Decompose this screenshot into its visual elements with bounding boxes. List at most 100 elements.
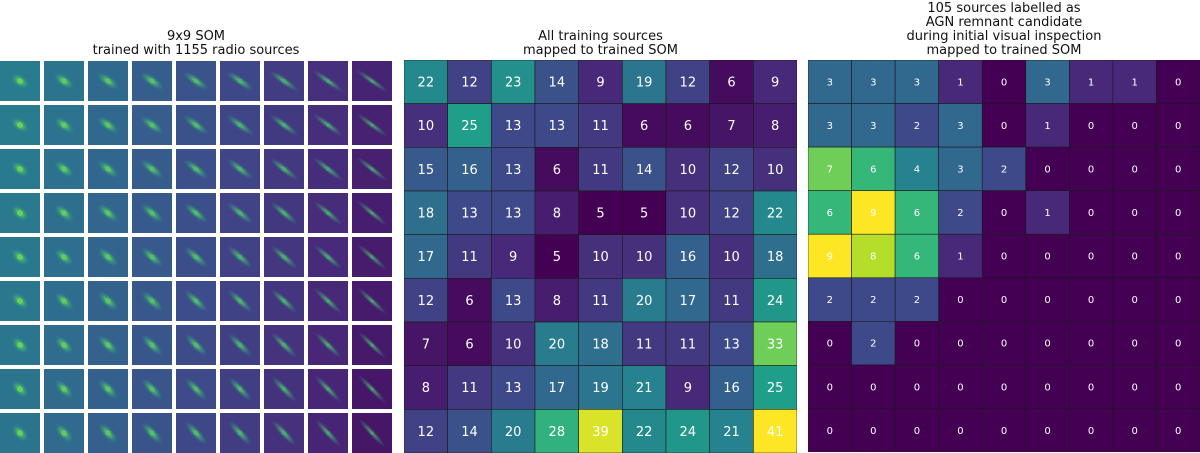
som-prototype-image — [220, 237, 260, 277]
heatmap-cell-label: 0 — [1044, 339, 1050, 350]
som-prototype-image — [176, 193, 216, 233]
heatmap-cell — [709, 278, 754, 323]
heatmap-cell — [851, 364, 896, 409]
heatmap-cell — [1025, 146, 1070, 191]
som-prototype-image — [132, 413, 172, 453]
som-prototype-image — [352, 149, 392, 189]
som-prototype-image — [220, 105, 260, 145]
heatmap-cell — [1112, 60, 1157, 104]
heatmap-cell-label: 17 — [549, 381, 566, 396]
heatmap-cell-label: 12 — [461, 76, 478, 91]
heatmap-cell-label: 7 — [422, 338, 430, 353]
heatmap-cell-label: 13 — [505, 294, 522, 309]
som-prototype-image — [176, 325, 216, 365]
heatmap-cell — [578, 321, 623, 366]
som-prototype-image — [132, 237, 172, 277]
heatmap-cell-label: 0 — [1175, 426, 1181, 437]
heatmap-cell-label: 6 — [465, 338, 473, 353]
heatmap-cell-label: 0 — [957, 426, 963, 437]
heatmap-cell — [622, 278, 667, 323]
som-prototype-image — [132, 61, 172, 101]
heatmap-cell-label: 0 — [1088, 252, 1094, 263]
heatmap-cell — [447, 365, 492, 410]
agn-candidates-heatmap: 3 3 3 1 0 3 1 1 0 3 3 2 3 0 1 0 0 0 7 6 4 3 2 0 0 0 0 6 9 6 2 0 1 0 0 0 9 8 6 1… — [808, 60, 1200, 452]
heatmap-cell-label: 9 — [596, 76, 604, 91]
som-prototype-image — [88, 61, 128, 101]
heatmap-cell-label: 0 — [1001, 208, 1007, 219]
heatmap-cell-label: 0 — [1088, 121, 1094, 132]
heatmap-cell — [447, 190, 492, 235]
heatmap-cell-label: 0 — [827, 339, 833, 350]
som-prototype-image — [220, 149, 260, 189]
heatmap-cell — [1112, 277, 1157, 322]
heatmap-cell-label: 28 — [549, 425, 566, 440]
heatmap-cell — [491, 103, 536, 148]
som-prototype-image — [0, 61, 40, 101]
heatmap-cell — [1069, 103, 1114, 148]
som-prototype-image — [44, 325, 84, 365]
heatmap-cell — [709, 147, 754, 192]
heatmap-cell-label: 11 — [592, 119, 609, 134]
heatmap-cell-label: 5 — [553, 250, 561, 265]
heatmap-cell-label: 5 — [596, 207, 604, 222]
heatmap-cell — [491, 365, 536, 410]
heatmap-cell — [665, 190, 710, 235]
heatmap-cell-label: 1 — [1044, 208, 1050, 219]
heatmap-cell-label: 2 — [1001, 164, 1007, 175]
som-prototype-image — [88, 237, 128, 277]
som-prototype-image — [308, 237, 348, 277]
heatmap-cell-label: 13 — [505, 207, 522, 222]
heatmap-cell-label: 14 — [461, 425, 478, 440]
heatmap-cell-label: 11 — [461, 381, 478, 396]
heatmap-cell — [1025, 321, 1070, 366]
heatmap-cell-label: 12 — [418, 425, 435, 440]
heatmap-cell — [491, 409, 536, 453]
heatmap-cell — [1112, 408, 1157, 452]
heatmap-cell-label: 16 — [461, 163, 478, 178]
heatmap-cell — [753, 278, 797, 323]
heatmap-cell-label: 18 — [418, 207, 435, 222]
som-prototype-image — [352, 237, 392, 277]
heatmap-cell-label: 10 — [636, 250, 653, 265]
heatmap-cell-label: 1 — [1131, 77, 1137, 88]
heatmap-cell — [894, 321, 939, 366]
heatmap-cell-label: 14 — [636, 163, 653, 178]
heatmap-cell-label: 0 — [1088, 426, 1094, 437]
heatmap-cell — [709, 409, 754, 453]
heatmap-cell — [709, 60, 754, 104]
heatmap-cell-label: 13 — [723, 338, 740, 353]
heatmap-cell-label: 8 — [870, 252, 876, 263]
heatmap-cell-label: 0 — [827, 426, 833, 437]
som-prototype-image — [220, 193, 260, 233]
som-prototype-image — [44, 193, 84, 233]
heatmap-cell-label: 11 — [680, 338, 697, 353]
som-prototype-image — [220, 369, 260, 409]
heatmap-cell — [1025, 103, 1070, 148]
som-prototype-image — [132, 325, 172, 365]
heatmap-cell-label: 0 — [1001, 426, 1007, 437]
heatmap-cell-label: 9 — [870, 208, 876, 219]
heatmap-cell-label: 5 — [640, 207, 648, 222]
heatmap-cell-label: 0 — [1044, 252, 1050, 263]
heatmap-cell-label: 9 — [684, 381, 692, 396]
som-prototype-image — [352, 193, 392, 233]
som-prototype-image — [88, 149, 128, 189]
som-prototype-image — [0, 281, 40, 321]
heatmap-cell-label: 0 — [1131, 164, 1137, 175]
heatmap-cell-label: 24 — [680, 425, 697, 440]
som-prototype-grid — [0, 61, 392, 453]
som-prototype-image — [132, 105, 172, 145]
heatmap-cell — [1069, 408, 1114, 452]
som-prototype-image — [0, 413, 40, 453]
heatmap-cell — [938, 190, 983, 235]
heatmap-cell-label: 2 — [870, 295, 876, 306]
som-prototype-image — [220, 281, 260, 321]
heatmap-cell-label: 11 — [592, 294, 609, 309]
heatmap-cell — [622, 60, 667, 104]
heatmap-cell-label: 8 — [553, 294, 561, 309]
all-sources-heatmap: 22 12 23 14 9 19 12 6 9 10 25 13 13 11 6 6 7 8 15 16 13 6 11 14… — [404, 60, 797, 453]
heatmap-cell — [622, 321, 667, 366]
heatmap-cell-label: 13 — [505, 163, 522, 178]
heatmap-cell-label: 8 — [422, 381, 430, 396]
heatmap-cell-label: 20 — [505, 425, 522, 440]
